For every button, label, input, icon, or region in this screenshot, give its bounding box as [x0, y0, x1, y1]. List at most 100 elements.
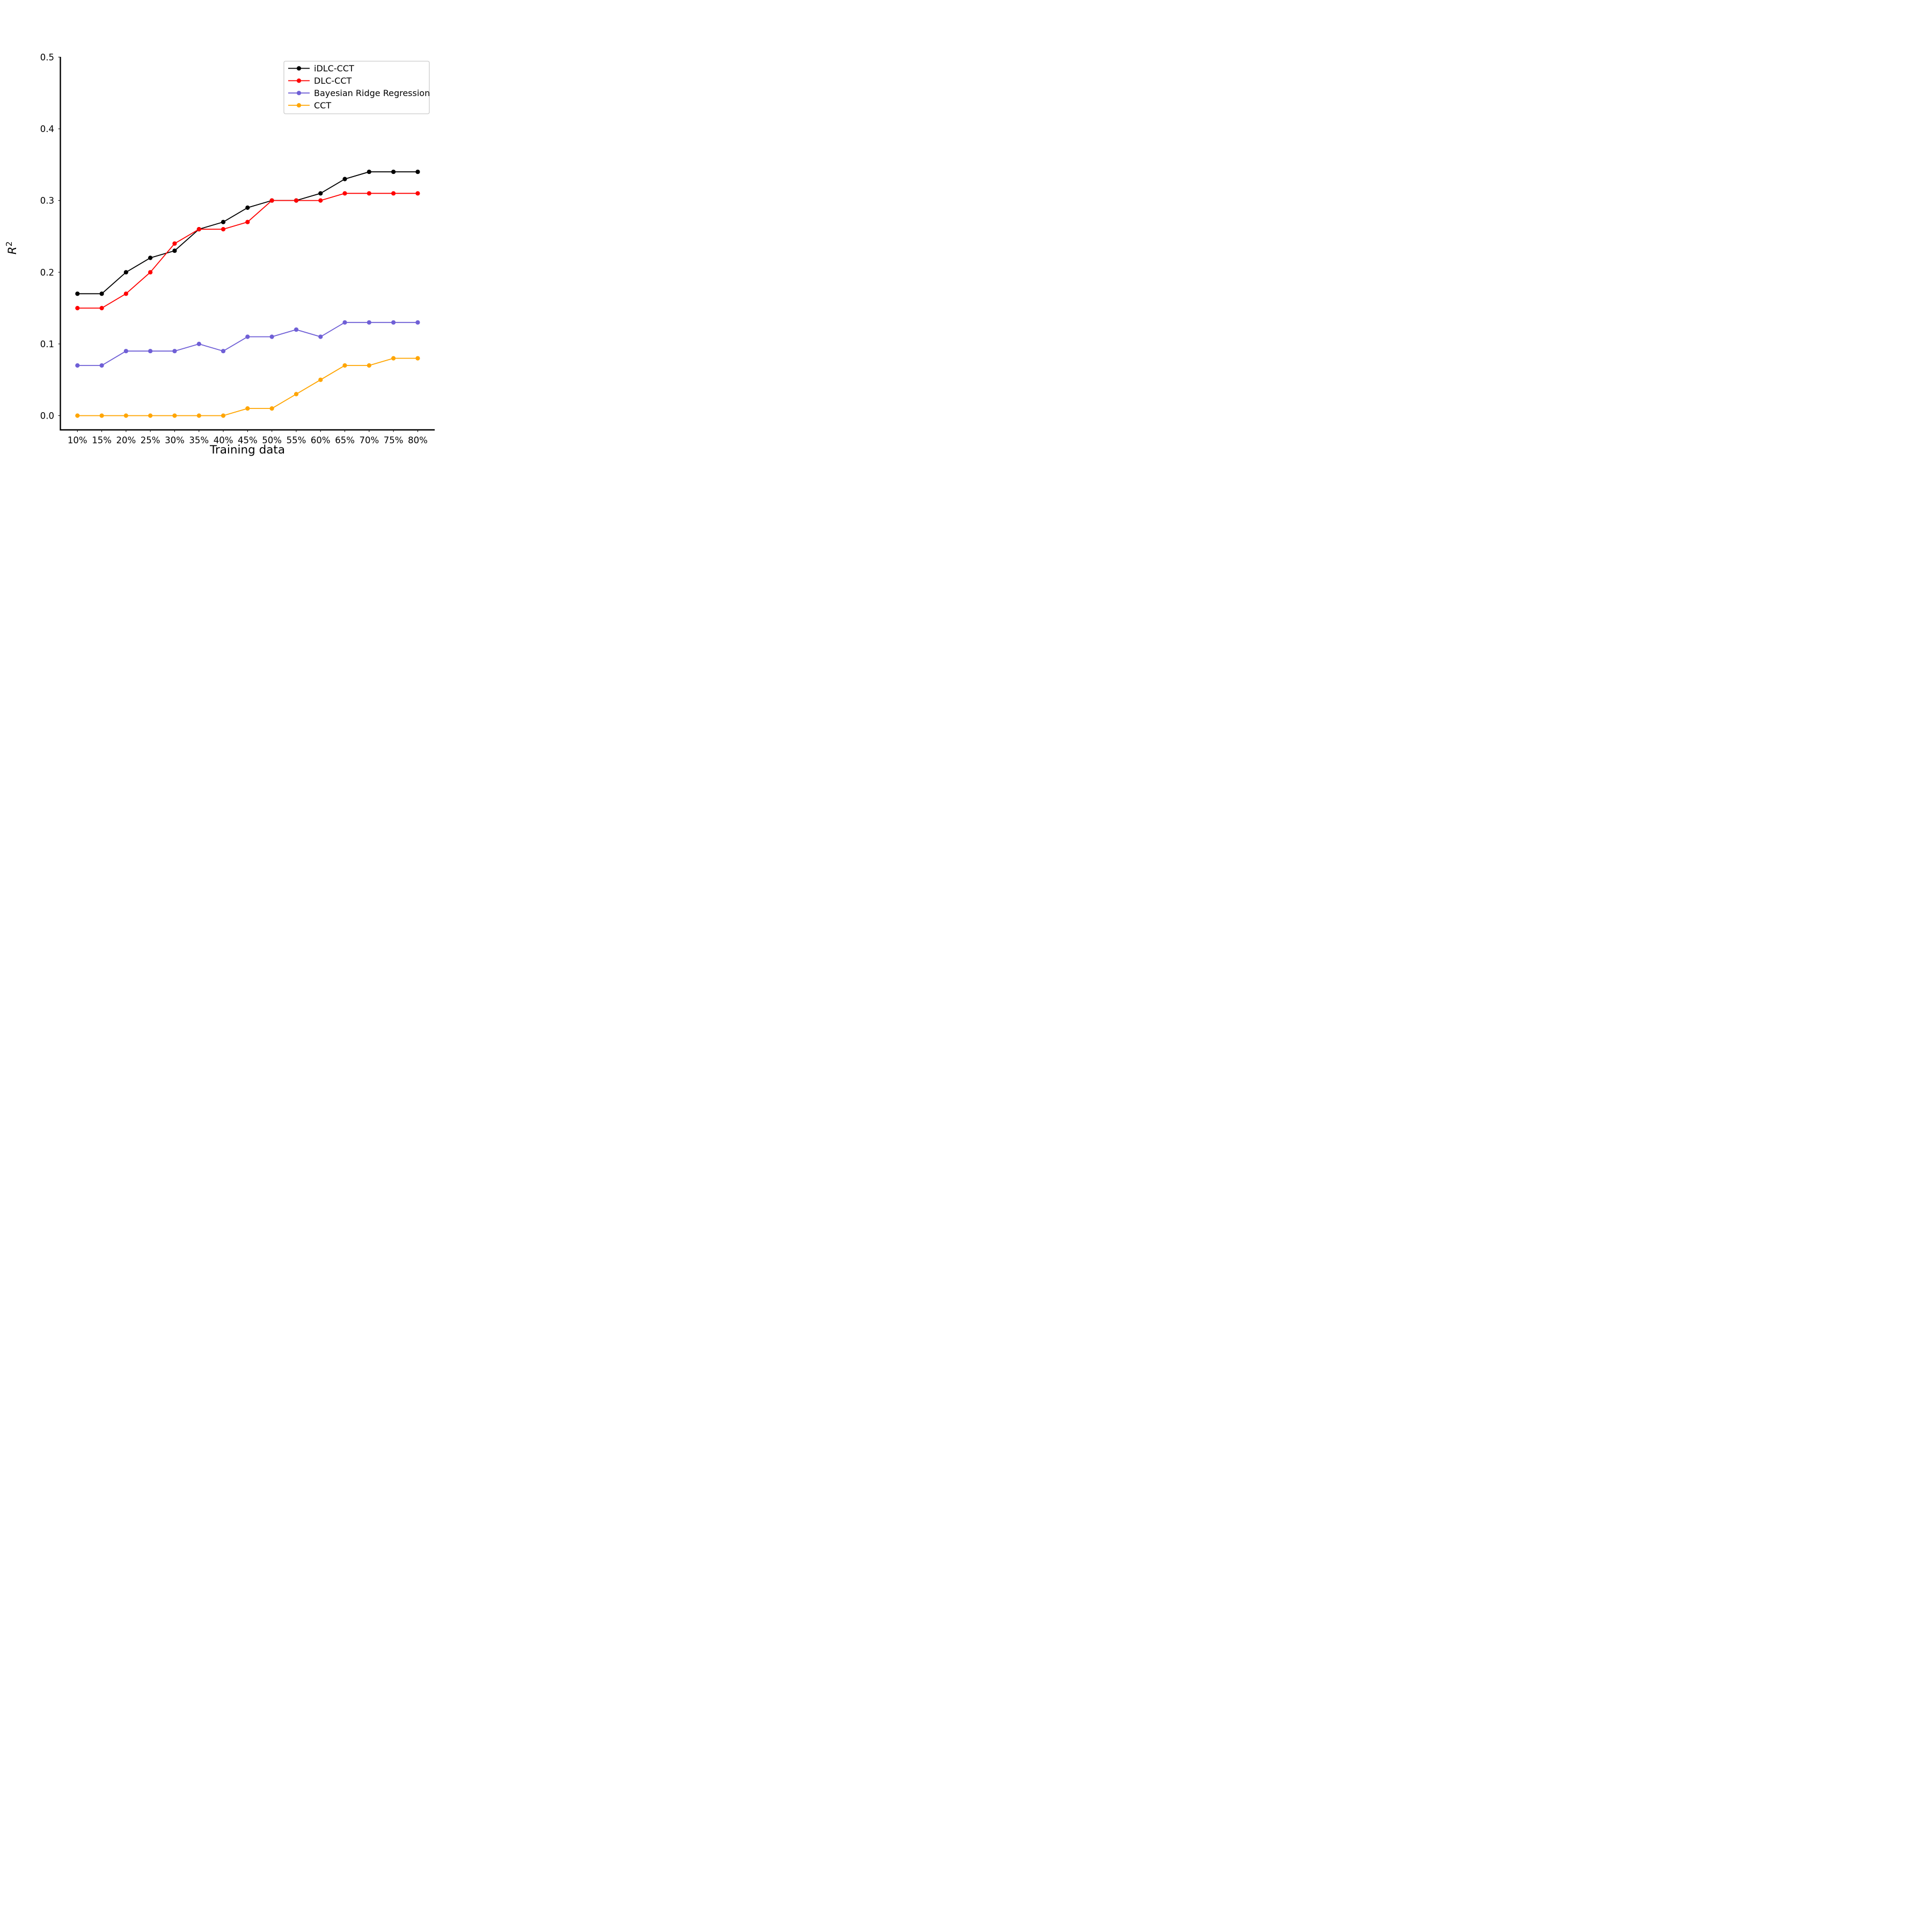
series-point-cct	[294, 392, 299, 397]
x-tick-label: 30%	[165, 435, 185, 445]
series-point-idlc-cct	[245, 205, 250, 210]
series-point-cct	[172, 413, 177, 418]
series-point-idlc-cct	[172, 248, 177, 253]
y-tick-label: 0.1	[40, 339, 54, 349]
y-tick-label: 0.2	[40, 267, 54, 277]
series-point-cct	[367, 363, 371, 368]
legend-item-dlc-cct: DLC-CCT	[288, 76, 352, 86]
series-point-cct	[342, 363, 347, 368]
series-point-dlc-cct	[391, 191, 396, 196]
legend-box	[283, 61, 430, 114]
series-point-idlc-cct	[415, 170, 420, 174]
series-point-cct	[148, 413, 153, 418]
y-axis: 0.0 0.1 0.2 0.3 0.4 0.5	[40, 52, 61, 421]
series-point-bayesian-ridge-regression	[269, 334, 274, 339]
legend: iDLC-CCT DLC-CCT Bayesian Ridge Regression…	[283, 61, 430, 114]
legend-item-cct: CCT	[288, 100, 331, 111]
y-axis-label-exponent: 2	[4, 241, 14, 247]
legend-item-idlc-cct: iDLC-CCT	[288, 63, 354, 74]
series-point-bayesian-ridge-regression	[221, 349, 226, 354]
series-point-bayesian-ridge-regression	[99, 363, 104, 368]
x-tick-label: 20%	[116, 435, 136, 445]
figure-canvas: 0.0 0.1 0.2 0.3 0.4 0.5 10% 15% 20% 25% 30% 35% 40%…	[0, 0, 483, 483]
legend-swatch-dot	[296, 103, 302, 108]
series-point-bayesian-ridge-regression	[172, 349, 177, 354]
x-tick-label: 35%	[189, 435, 209, 445]
x-tick-label: 15%	[92, 435, 112, 445]
series-point-cct	[123, 413, 128, 418]
axis-spines	[60, 57, 435, 431]
y-axis-label-base: R	[6, 246, 19, 254]
series-point-dlc-cct	[148, 270, 153, 275]
series-point-idlc-cct	[391, 170, 396, 174]
series-point-dlc-cct	[415, 191, 420, 196]
series-point-dlc-cct	[269, 198, 274, 203]
series-point-bayesian-ridge-regression	[367, 320, 371, 325]
series-point-bayesian-ridge-regression	[342, 320, 347, 325]
series-point-cct	[245, 406, 250, 411]
series-point-dlc-cct	[221, 227, 226, 232]
x-tick-label: 40%	[214, 435, 233, 445]
y-tick-label: 0.5	[40, 52, 54, 62]
series-point-bayesian-ridge-regression	[318, 334, 323, 339]
legend-label: iDLC-CCT	[314, 63, 354, 74]
series-point-bayesian-ridge-regression	[294, 327, 299, 332]
series-point-bayesian-ridge-regression	[415, 320, 420, 325]
series-point-bayesian-ridge-regression	[196, 341, 201, 347]
series-point-cct	[75, 413, 80, 418]
series-point-dlc-cct	[123, 291, 128, 296]
series-point-cct	[269, 406, 274, 411]
x-axis-label: Training data	[209, 443, 285, 457]
x-axis: 10% 15% 20% 25% 30% 35% 40% 45% 50% 55% 60% 65% 70% 7…	[68, 430, 428, 445]
series-point-cct	[415, 356, 420, 361]
x-tick-label: 65%	[335, 435, 355, 445]
series-point-dlc-cct	[196, 227, 201, 232]
line-chart: 0.0 0.1 0.2 0.3 0.4 0.5 10% 15% 20% 25% 30% 35% 40%…	[4, 52, 435, 457]
legend-swatch-dot	[296, 91, 302, 96]
x-tick-label: 50%	[262, 435, 282, 445]
legend-swatch-dot	[296, 78, 302, 83]
x-tick-label: 45%	[238, 435, 258, 445]
y-tick-label: 0.4	[40, 124, 54, 134]
series-point-dlc-cct	[294, 198, 299, 203]
series-point-bayesian-ridge-regression	[123, 349, 128, 354]
series-point-idlc-cct	[342, 177, 347, 181]
series-point-bayesian-ridge-regression	[75, 363, 80, 368]
y-tick-label: 0.3	[40, 196, 54, 206]
legend-label: CCT	[314, 100, 331, 111]
y-axis-label: R2	[4, 241, 19, 255]
x-tick-label: 60%	[311, 435, 331, 445]
series-point-dlc-cct	[172, 241, 177, 246]
series-point-bayesian-ridge-regression	[391, 320, 396, 325]
series-point-idlc-cct	[123, 270, 128, 275]
legend-label: DLC-CCT	[314, 76, 352, 86]
series-point-cct	[391, 356, 396, 361]
series-point-cct	[99, 413, 104, 418]
legend-label: Bayesian Ridge Regression	[314, 88, 430, 98]
series-point-idlc-cct	[75, 291, 80, 296]
x-tick-label: 75%	[384, 435, 404, 445]
series-point-dlc-cct	[75, 306, 80, 311]
series-point-cct	[196, 413, 201, 418]
series-point-dlc-cct	[342, 191, 347, 196]
x-tick-label: 25%	[141, 435, 160, 445]
series-point-idlc-cct	[318, 191, 323, 196]
series-point-idlc-cct	[221, 219, 226, 224]
series-line-dlc-cct	[77, 193, 418, 309]
legend-item-bayesian-ridge-regression: Bayesian Ridge Regression	[288, 88, 430, 98]
legend-swatch-dot	[296, 66, 302, 71]
series-point-bayesian-ridge-regression	[148, 349, 153, 354]
series-point-cct	[221, 413, 226, 418]
series-line-bayesian-ridge-regression	[77, 321, 418, 366]
series-point-bayesian-ridge-regression	[245, 334, 250, 339]
series-point-idlc-cct	[367, 170, 371, 174]
series-point-dlc-cct	[99, 306, 104, 311]
series-point-dlc-cct	[318, 198, 323, 203]
x-tick-label: 10%	[68, 435, 87, 445]
series-point-idlc-cct	[99, 291, 104, 296]
x-tick-label: 70%	[360, 435, 379, 445]
series-line-idlc-cct	[77, 171, 418, 295]
series-point-idlc-cct	[148, 255, 153, 260]
series-point-dlc-cct	[245, 219, 250, 224]
y-tick-label: 0.0	[40, 411, 54, 421]
